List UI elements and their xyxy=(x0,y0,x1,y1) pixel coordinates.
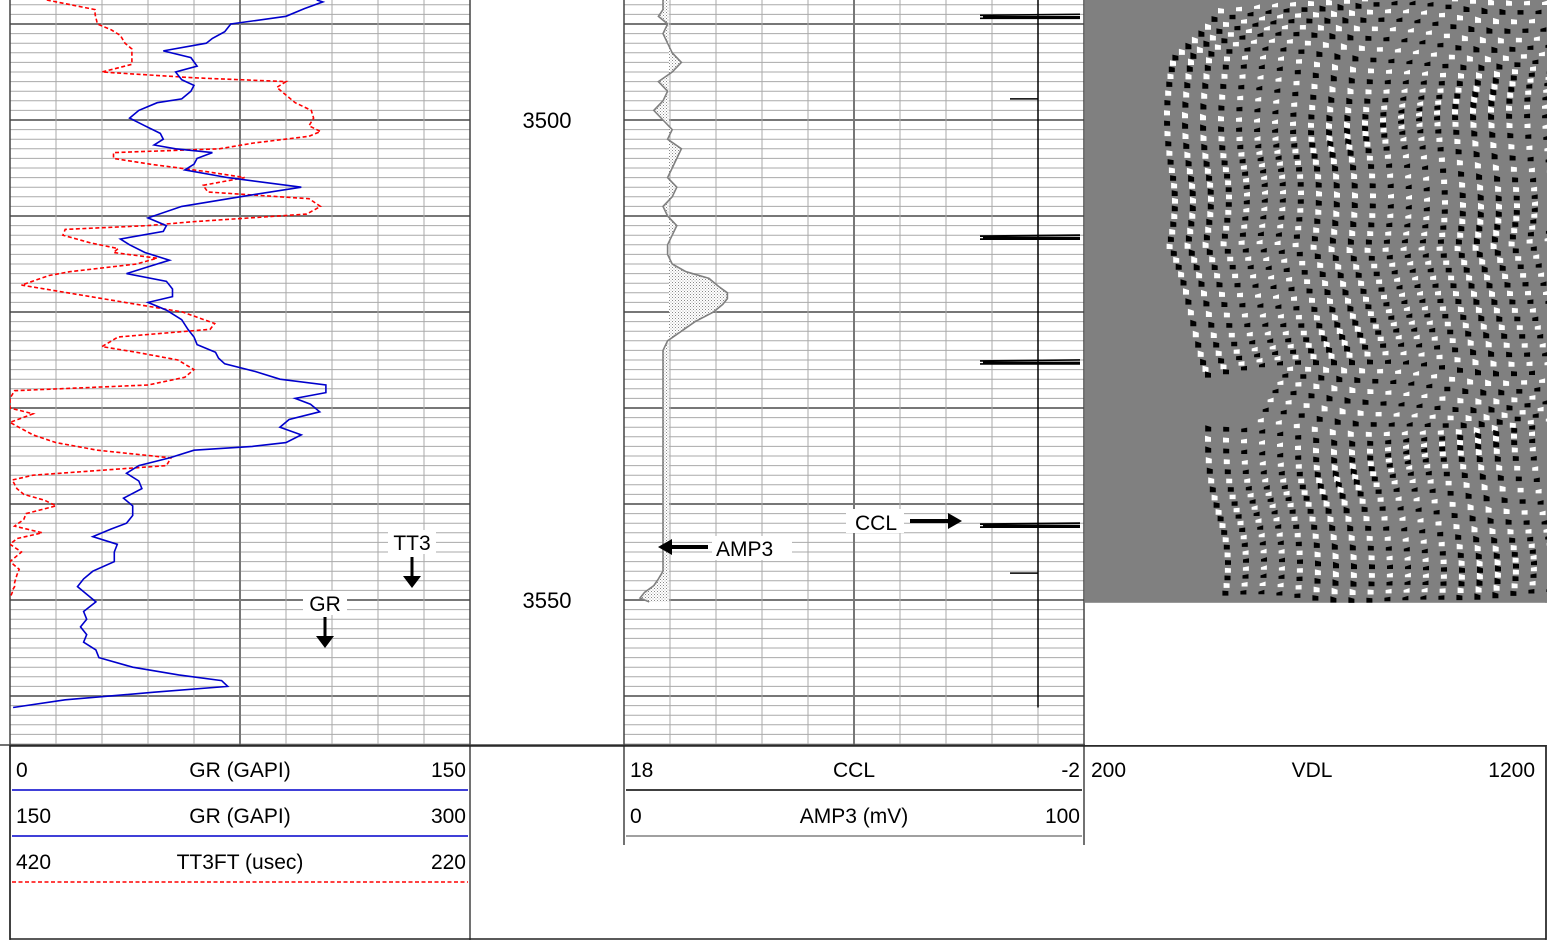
t3-vdl-0-right: 1200 xyxy=(1488,759,1535,782)
ccl-collar-2 xyxy=(980,360,1080,364)
t2-ccl-0-left: 18 xyxy=(630,759,653,782)
vdl-image xyxy=(1085,0,1547,745)
tt3-label: TT3 xyxy=(393,532,430,555)
gr-arrow-head xyxy=(316,636,334,648)
t1-tt3ft-usec--2-left: 420 xyxy=(16,851,51,874)
depth-labels: 3500 3550 xyxy=(523,108,572,613)
ccl-label: CCL xyxy=(855,512,897,535)
vdl-blank xyxy=(1085,603,1547,745)
t2-amp3-mv--1-name: AMP3 (mV) xyxy=(800,805,909,828)
ccl-collar-3 xyxy=(980,523,1080,527)
t2-amp3-mv--1-left: 0 xyxy=(630,805,642,828)
ccl-trace xyxy=(980,0,1080,708)
t1-gr-gapi--0-left: 0 xyxy=(16,759,28,782)
t3-vdl-0-name: VDL xyxy=(1292,759,1333,782)
depth-label-3550: 3550 xyxy=(523,588,572,613)
amp3-stipple xyxy=(640,0,727,602)
track-headers: 0 GR (GAPI) 150 150 GR (GAPI) 300 420 TT3FT (us… xyxy=(10,746,1546,939)
t2-ccl-0-name: CCL xyxy=(833,759,875,782)
gr-curve xyxy=(13,0,326,708)
gr-label: GR xyxy=(309,593,341,616)
t2-ccl-0-right: -2 xyxy=(1061,759,1080,782)
depth-label-3500: 3500 xyxy=(523,108,572,133)
t1-gr-gapi--1-right: 300 xyxy=(431,805,466,828)
t1-gr-gapi--0-right: 150 xyxy=(431,759,466,782)
t1-gr-gapi--1-left: 150 xyxy=(16,805,51,828)
t1-tt3ft-usec--2-right: 220 xyxy=(431,851,466,874)
t1-gr-gapi--1-name: GR (GAPI) xyxy=(189,805,291,828)
amp3-label: AMP3 xyxy=(716,538,773,561)
t1-gr-gapi--0-name: GR (GAPI) xyxy=(189,759,291,782)
t2-amp3-mv--1-right: 100 xyxy=(1045,805,1080,828)
ccl-arrow-head xyxy=(948,513,962,529)
curves xyxy=(10,0,326,708)
amp3-fill xyxy=(640,0,727,602)
ccl-collar-0 xyxy=(980,14,1080,18)
t3-vdl-0-left: 200 xyxy=(1091,759,1126,782)
annotations: TT3 GR CCL AMP3 xyxy=(303,509,962,648)
ccl-collar-1 xyxy=(980,235,1080,239)
t1-tt3ft-usec--2-name: TT3FT (usec) xyxy=(177,851,304,874)
tt3-arrow-head xyxy=(403,576,421,588)
